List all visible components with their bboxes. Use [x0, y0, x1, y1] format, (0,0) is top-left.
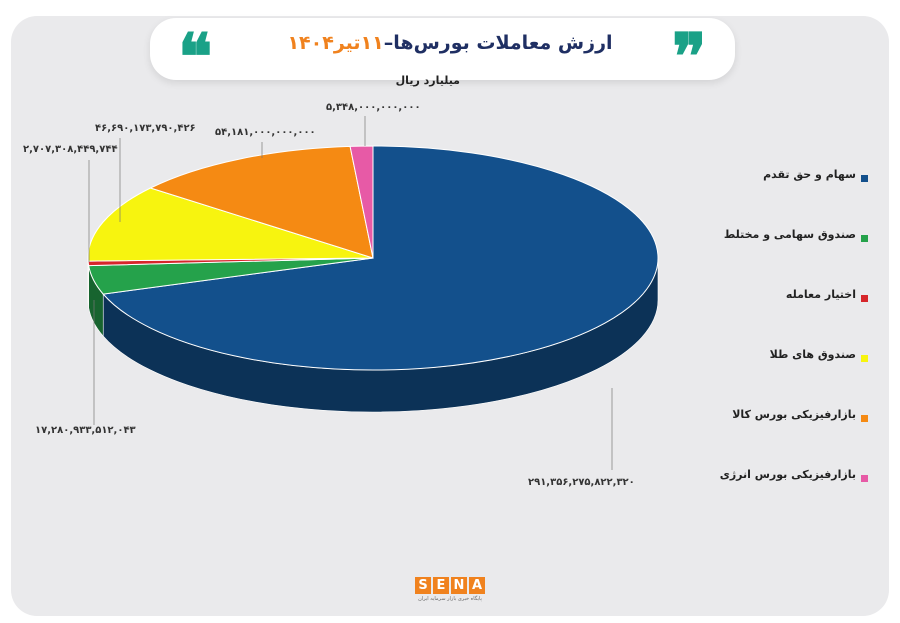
legend-swatch	[861, 415, 868, 422]
legend-swatch	[861, 355, 868, 362]
pie-slice	[102, 145, 659, 371]
chart-title-date: ۱۱تیر۱۴۰۴	[287, 32, 384, 54]
pie-slice	[87, 187, 374, 262]
legend-label: اختیار معامله	[785, 288, 856, 301]
title-banner	[150, 18, 735, 80]
legend-item: اختیار معامله	[720, 286, 880, 306]
quote-open-icon: ❝	[178, 20, 213, 95]
legend-item: صندوق های طلا	[720, 346, 880, 366]
chart-title: ارزش معاملات بورس‌ها–۱۱تیر۱۴۰۴	[230, 28, 670, 58]
quote-close-icon: ❞	[672, 20, 707, 95]
data-labels: ۲۹۱,۳۵۶,۲۷۵,۸۲۲,۳۲۰ ۱۷,۲۸۰,۹۳۳,۵۱۲,۰۴۳ ۲,۷…	[23, 102, 635, 488]
logo-letter: E	[433, 577, 449, 594]
data-label: ۲,۷۰۷,۳۰۸,۴۴۹,۷۴۴	[23, 144, 118, 155]
legend-item: سهام و حق تقدم	[720, 166, 880, 186]
legend-label: صندوق سهامی و مختلط	[723, 228, 856, 241]
pie-slice	[149, 145, 374, 259]
legend-swatch	[861, 175, 868, 182]
data-label: ۵,۳۴۸,۰۰۰,۰۰۰,۰۰۰	[326, 102, 421, 113]
chart-subtitle: میلیارد ریال	[395, 74, 460, 87]
legend-swatch	[861, 235, 868, 242]
pie-slice	[349, 145, 374, 259]
data-label: ۴۶,۶۹۰,۱۷۳,۷۹۰,۴۲۶	[95, 123, 196, 134]
logo-letter: A	[469, 577, 485, 594]
logo-tagline: پایگاه خبری بازار سرمایه ایران	[418, 596, 482, 602]
legend-item: بازارفیزیکی بورس کالا	[720, 406, 880, 426]
legend-label: صندوق های طلا	[769, 348, 856, 361]
legend-label: بازارفیزیکی بورس انرژی	[719, 468, 856, 481]
data-label: ۵۴,۱۸۱,۰۰۰,۰۰۰,۰۰۰	[215, 127, 316, 138]
legend-label: سهام و حق تقدم	[763, 168, 856, 181]
legend-swatch	[861, 475, 868, 482]
legend-item: صندوق سهامی و مختلط	[720, 226, 880, 246]
chart-title-main: ارزش معاملات بورس‌ها–	[383, 32, 613, 54]
logo-letter: S	[415, 577, 431, 594]
data-label: ۲۹۱,۳۵۶,۲۷۵,۸۲۲,۳۲۰	[528, 477, 635, 488]
legend-label: بازارفیزیکی بورس کالا	[732, 408, 856, 421]
legend-swatch	[861, 295, 868, 302]
pie-top	[87, 145, 659, 371]
logo-letter: N	[451, 577, 467, 594]
data-label: ۱۷,۲۸۰,۹۳۳,۵۱۲,۰۴۳	[35, 425, 136, 436]
legend-item: بازارفیزیکی بورس انرژی	[720, 466, 880, 486]
